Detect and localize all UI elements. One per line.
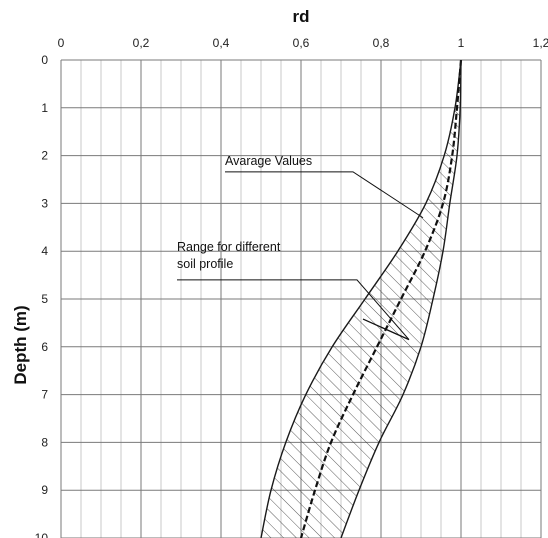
- y-tick-label: 8: [41, 435, 48, 449]
- y-tick-label: 0: [41, 53, 48, 67]
- x-axis-title: rd: [293, 7, 310, 26]
- x-tick-label: 0,8: [373, 36, 390, 50]
- y-tick-label: 1: [41, 101, 48, 115]
- y-tick-label: 7: [41, 388, 48, 402]
- y-tick-label: 2: [41, 149, 48, 163]
- series-lines: [260, 60, 463, 538]
- range-marker-line: [362, 318, 410, 341]
- axis-ticks: 0 0,2 0,4 0,6 0,8 1 1,2 0 1 2 3 4 5 6 7 8 9 10: [35, 36, 548, 538]
- range-envelope-line-1: [260, 60, 462, 538]
- annotations: Avarage Values Range for different soil pr…: [177, 154, 424, 341]
- y-tick-label: 5: [41, 292, 48, 306]
- hatched-band-area: [261, 60, 461, 538]
- annotation-leader-line: [177, 279, 410, 340]
- y-tick-label: 9: [41, 483, 48, 497]
- y-tick-label: 10: [35, 531, 49, 538]
- y-axis-title: Depth (m): [11, 305, 30, 384]
- y-tick-label: 6: [41, 340, 48, 354]
- x-tick-label: 0: [58, 36, 65, 50]
- x-tick-label: 1,2: [533, 36, 548, 50]
- annotation-label: Avarage Values: [225, 154, 312, 168]
- x-tick-label: 0,4: [213, 36, 230, 50]
- x-tick-label: 0,6: [293, 36, 310, 50]
- annotation-leader-line: [225, 171, 424, 219]
- x-tick-label: 1: [458, 36, 465, 50]
- x-tick-label: 0,2: [133, 36, 150, 50]
- annotation-label: Range for different: [177, 240, 281, 254]
- range-envelope-line-3: [340, 60, 462, 538]
- y-tick-label: 4: [41, 244, 48, 258]
- annotation-label: soil profile: [177, 257, 233, 271]
- average-values-line: [299, 60, 463, 538]
- hatched-range-band: [261, 60, 461, 538]
- y-tick-label: 3: [41, 196, 48, 210]
